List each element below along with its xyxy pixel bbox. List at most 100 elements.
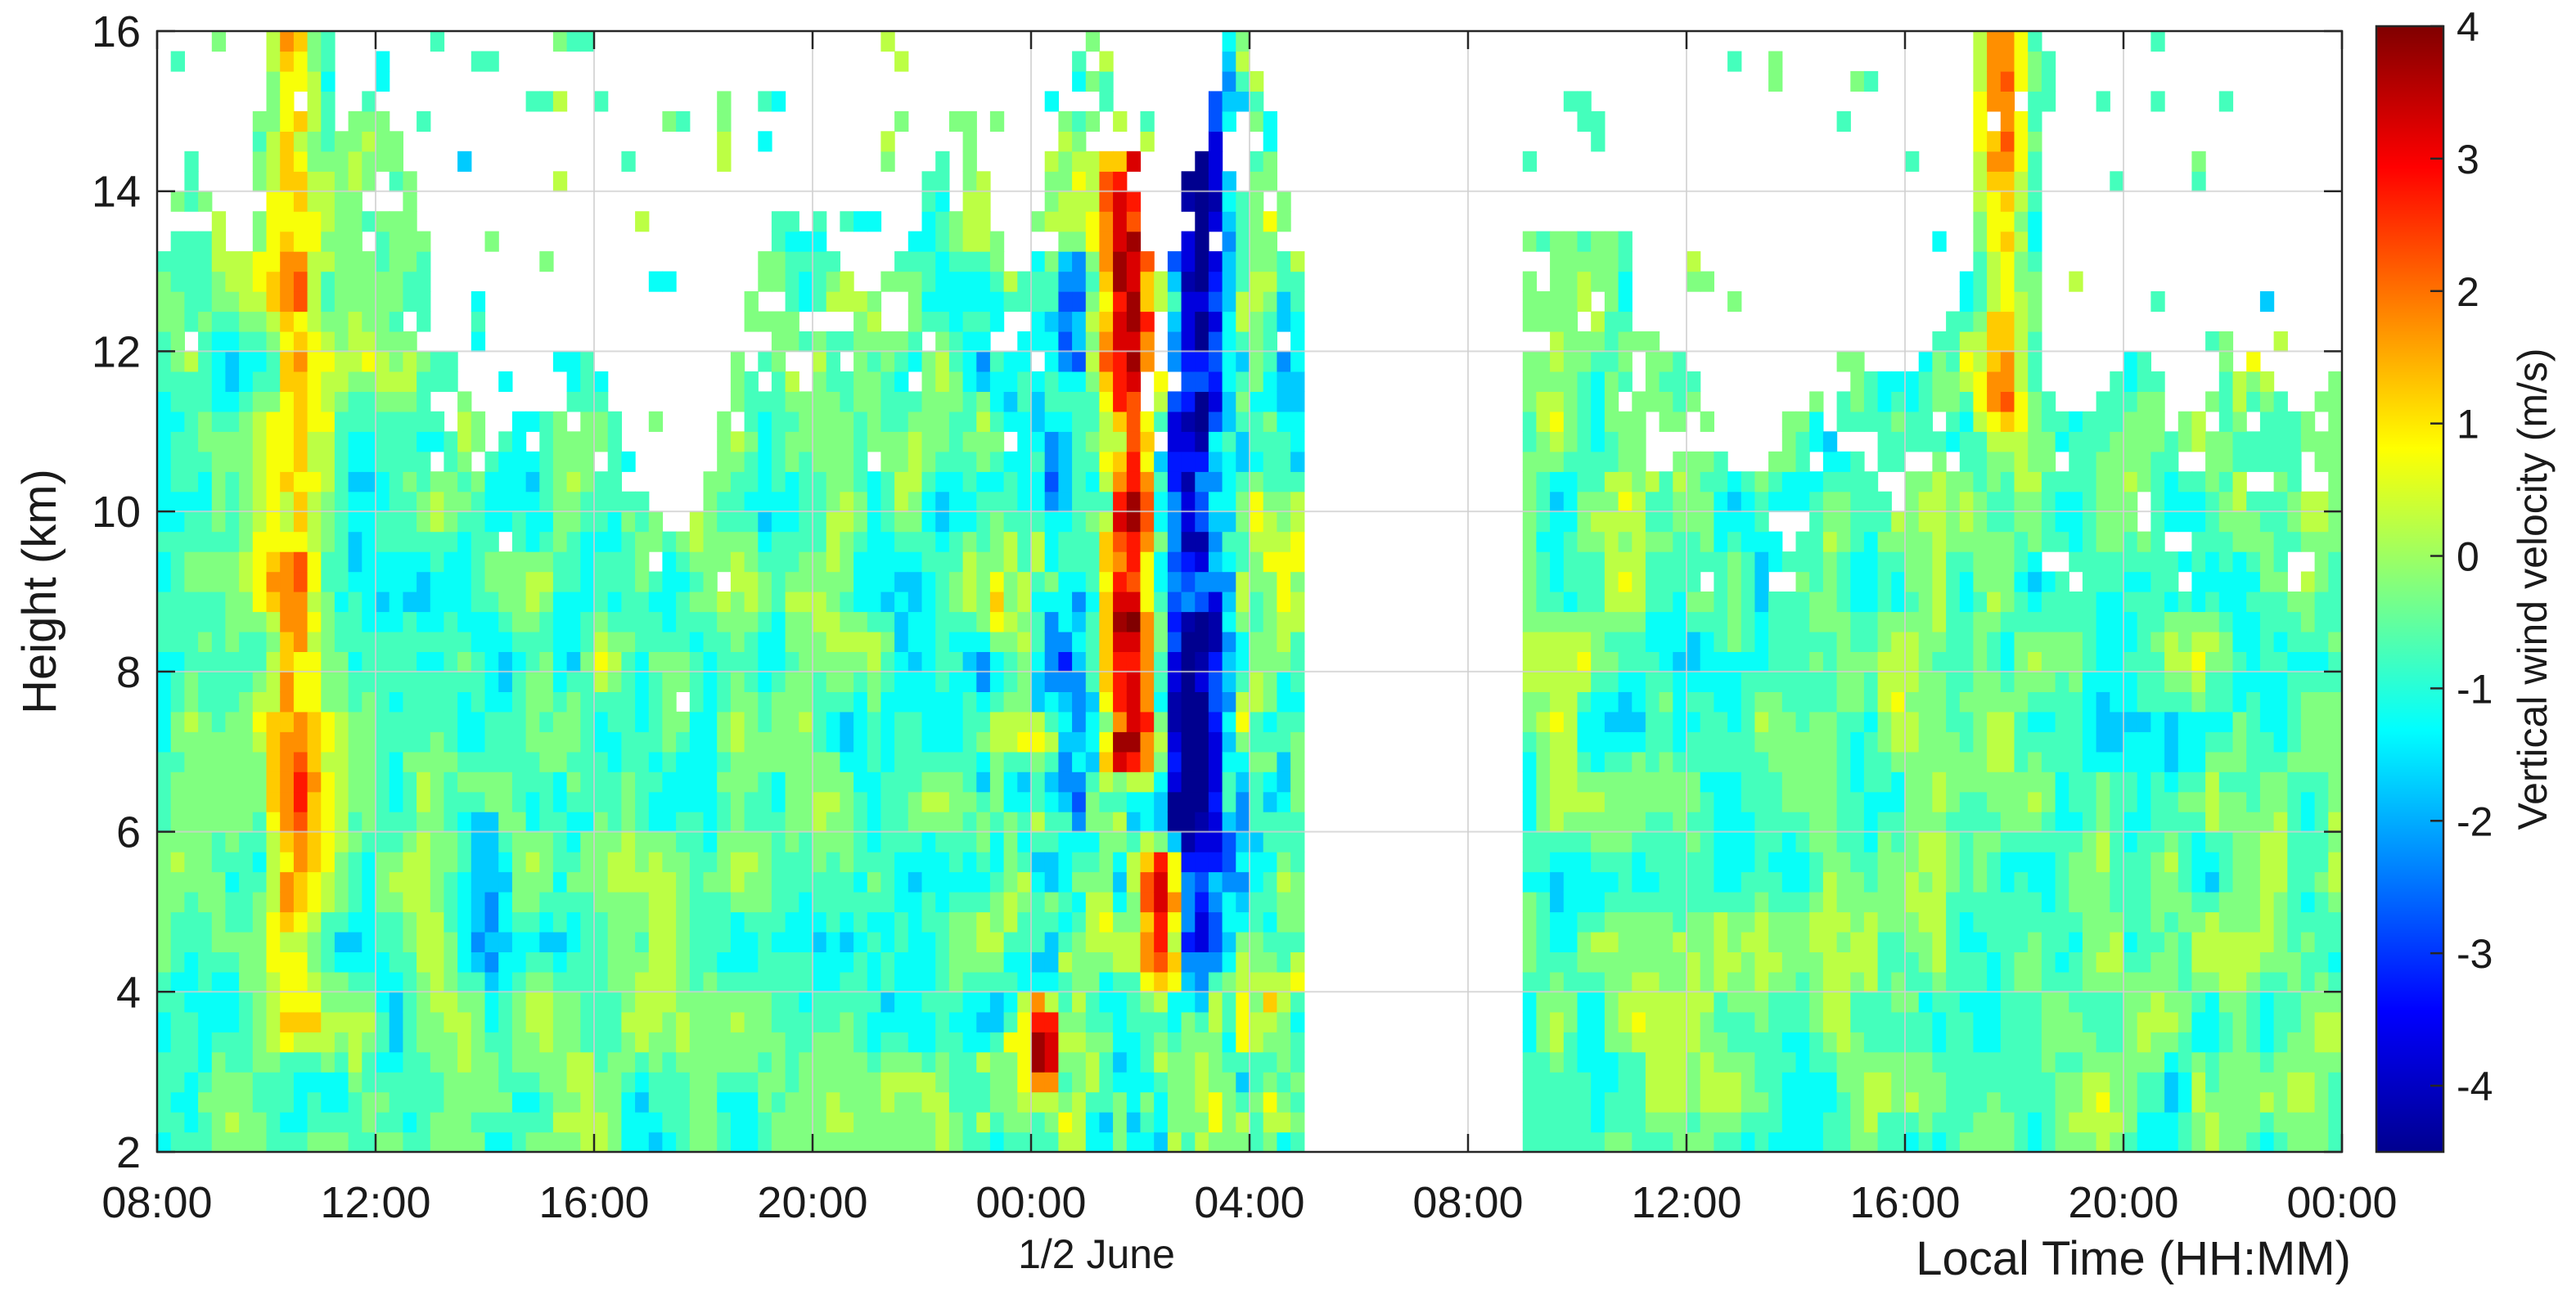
heatmap-cell [1522, 931, 1538, 952]
heatmap-cell [1126, 852, 1142, 873]
heatmap-cell [293, 171, 308, 192]
heatmap-cell [758, 1051, 772, 1073]
heatmap-cell [1754, 951, 1769, 973]
heatmap-cell [293, 371, 308, 392]
heatmap-cell [239, 571, 254, 592]
heatmap-cell [826, 671, 840, 692]
heatmap-cell [1522, 1091, 1538, 1113]
heatmap-cell [853, 211, 868, 232]
heatmap-cell [198, 711, 213, 732]
heatmap-cell [1003, 471, 1018, 493]
heatmap-cell [252, 391, 268, 412]
heatmap-cell [1850, 871, 1865, 893]
heatmap-cell [1208, 711, 1223, 732]
heatmap-cell [1222, 351, 1236, 372]
heatmap-cell [266, 791, 281, 812]
heatmap-cell [703, 931, 718, 952]
heatmap-cell [457, 1091, 472, 1113]
heatmap-cell [511, 1011, 527, 1032]
heatmap-cell [1795, 1091, 1810, 1113]
heatmap-cell [1836, 531, 1851, 552]
heatmap-cell [635, 831, 650, 852]
heatmap-cell [1536, 871, 1551, 893]
heatmap-cell [867, 1131, 882, 1152]
heatmap-cell [989, 551, 1005, 573]
heatmap-cell [976, 911, 991, 933]
heatmap-cell [1727, 1112, 1742, 1133]
heatmap-cell [362, 771, 376, 793]
heatmap-cell [621, 812, 636, 833]
heatmap-cell [1250, 411, 1264, 432]
heatmap-cell [1167, 351, 1182, 372]
heatmap-cell [266, 411, 281, 432]
heatmap-cell [457, 151, 472, 172]
heatmap-cell [1577, 471, 1592, 493]
heatmap-cell [976, 631, 991, 652]
heatmap-cell [1222, 731, 1236, 753]
heatmap-cell [744, 491, 759, 512]
heatmap-cell [417, 471, 431, 493]
heatmap-cell [198, 871, 213, 893]
heatmap-cell [1673, 1051, 1687, 1073]
heatmap-cell [1003, 911, 1018, 933]
heatmap-cell [1126, 251, 1142, 272]
heatmap-cell [417, 491, 431, 512]
heatmap-cell [1072, 211, 1087, 232]
heatmap-cell [894, 771, 909, 793]
heatmap-cell [1181, 1032, 1196, 1053]
heatmap-cell [376, 992, 390, 1013]
heatmap-cell [1290, 611, 1305, 632]
heatmap-cell [484, 1032, 499, 1053]
heatmap-cell [1918, 631, 1933, 652]
heatmap-cell [552, 871, 568, 893]
heatmap-cell [321, 391, 336, 412]
heatmap-cell [989, 971, 1005, 992]
heatmap-cell [1591, 592, 1605, 613]
heatmap-cell [648, 651, 664, 672]
heatmap-cell [1536, 511, 1551, 533]
heatmap-cell [1250, 1112, 1264, 1133]
heatmap-cell [799, 331, 813, 353]
heatmap-cell [1591, 812, 1605, 833]
heatmap-cell [539, 711, 554, 732]
heatmap-cell [1072, 971, 1087, 992]
heatmap-cell [717, 951, 732, 973]
heatmap-cell [1714, 651, 1728, 672]
heatmap-cell [566, 611, 581, 632]
heatmap-cell [307, 791, 322, 812]
heatmap-cell [1632, 931, 1646, 952]
heatmap-cell [1113, 471, 1128, 493]
heatmap-cell [1536, 651, 1551, 672]
heatmap-cell [1167, 631, 1182, 652]
heatmap-cell [376, 431, 390, 452]
heatmap-cell [525, 852, 540, 873]
heatmap-cell [1113, 351, 1128, 372]
heatmap-cell [989, 771, 1005, 793]
heatmap-cell [826, 791, 840, 812]
heatmap-cell [211, 571, 227, 592]
heatmap-cell [1700, 1131, 1714, 1152]
heatmap-cell [334, 1032, 349, 1053]
heatmap-cell [266, 931, 281, 952]
heatmap-cell [1017, 931, 1032, 952]
heatmap-cell [321, 191, 336, 212]
heatmap-cell [921, 531, 936, 552]
heatmap-cell [989, 271, 1005, 292]
heatmap-cell [689, 1051, 705, 1073]
heatmap-cell [703, 491, 718, 512]
heatmap-cell [648, 951, 664, 973]
heatmap-cell [717, 791, 732, 812]
heatmap-cell [1714, 1032, 1728, 1053]
heatmap-cell [703, 1011, 718, 1032]
heatmap-cell [157, 411, 172, 432]
heatmap-cell [307, 592, 322, 613]
heatmap-cell [457, 531, 472, 552]
heatmap-cell [1741, 691, 1756, 713]
heatmap-cell [498, 892, 513, 913]
heatmap-cell [921, 611, 936, 632]
heatmap-cell [1058, 571, 1073, 592]
heatmap-cell [1618, 371, 1633, 392]
heatmap-cell [1044, 411, 1059, 432]
heatmap-cell [1877, 551, 1892, 573]
heatmap-cell [1099, 592, 1114, 613]
